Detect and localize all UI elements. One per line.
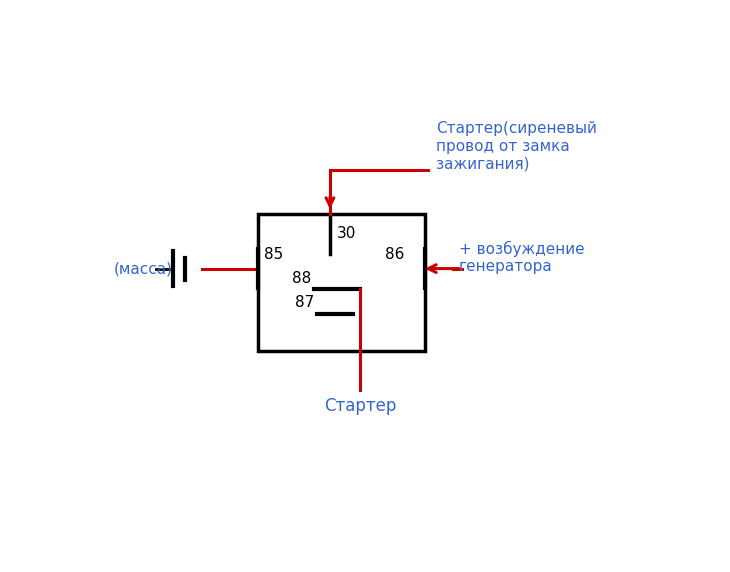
Text: Стартер(сиреневый
провод от замка
зажигания): Стартер(сиреневый провод от замка зажига…: [437, 121, 597, 171]
Bar: [258, 214, 425, 351]
Text: + возбуждение
генератора: + возбуждение генератора: [459, 241, 585, 275]
Text: 86: 86: [385, 247, 405, 262]
Text: 30: 30: [337, 227, 357, 241]
Text: 85: 85: [264, 247, 283, 262]
Text: Стартер: Стартер: [324, 397, 396, 415]
Text: 87: 87: [295, 295, 314, 310]
Text: 88: 88: [292, 271, 311, 285]
Text: (масса): (масса): [114, 261, 173, 276]
